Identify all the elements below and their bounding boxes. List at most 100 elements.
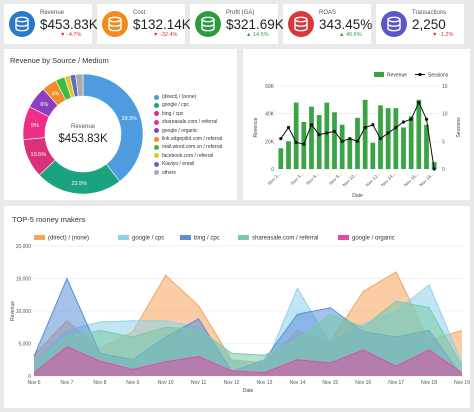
revenue-bar — [408, 116, 414, 169]
x-tick-label: Nov 9 — [126, 380, 139, 386]
donut-legend-item[interactable]: mail.wired.com.cn / referral — [154, 144, 222, 150]
sessions-point — [409, 117, 413, 121]
y-tick-label: 0 — [28, 374, 31, 380]
x-tick-label: Nov 12... — [365, 171, 382, 188]
revenue-bar — [332, 112, 337, 169]
y2-tick-label: 0 — [442, 167, 445, 173]
x-tick-label: Nov 14... — [380, 171, 397, 188]
y2-tick-label: 15 — [442, 84, 448, 90]
donut-legend-item[interactable]: google / cpc — [154, 102, 189, 108]
legend-label[interactable]: google / organic — [352, 236, 395, 242]
legend-swatch — [118, 235, 129, 240]
y2-axis-title: Sessions — [456, 117, 462, 138]
legend-label[interactable]: Sessions — [428, 73, 449, 79]
x-tick-label: Nov 7 — [60, 380, 73, 386]
y2-tick-label: 5 — [442, 139, 445, 145]
x-tick-label: Nov 16 — [355, 380, 371, 386]
kpi-value: $453.83K — [40, 16, 98, 32]
kpi-label: Cost — [133, 9, 146, 16]
kpi-card: Transactions 2,250 ▼ -1.2% — [376, 4, 464, 44]
donut-legend-item[interactable]: Klaviyo / email — [154, 161, 194, 167]
donut-legend-item[interactable]: shareasale.com / referral — [154, 119, 217, 125]
kpi-card: ROAS 343.45% ▲ 40.6% — [283, 4, 373, 44]
sessions-point — [302, 142, 306, 146]
x-tick-label: Nov 10 — [158, 380, 174, 386]
kpi-delta: ▲ 14.5% — [246, 32, 284, 39]
kpi-delta-value: 14.5% — [252, 31, 269, 38]
kpi-delta-value: 40.6% — [345, 31, 362, 38]
legend-label[interactable]: shareasale.com / referral — [252, 236, 318, 242]
x-tick-label: Nov 8... — [328, 171, 343, 186]
legend-swatch — [34, 235, 45, 240]
x-tick-label: Nov 8 — [93, 380, 106, 386]
donut-slice-label: 4% — [51, 91, 59, 97]
sessions-point — [378, 136, 383, 141]
x-tick-label: Nov 15 — [322, 380, 338, 386]
donut-legend-item[interactable]: others — [154, 170, 176, 176]
y-tick-label: 5,000 — [18, 342, 31, 348]
revenue-bar — [401, 127, 406, 169]
legend-label: google / cpc — [162, 102, 189, 109]
combo-panel: 0 20K 40K 60K 0 5 10 15 Nov 2... Nov 4... Nov 6...… — [243, 49, 470, 200]
x-tick-label: Nov 17 — [388, 380, 404, 386]
kpi-label: Revenue — [40, 9, 65, 16]
legend-label[interactable]: google / cpc — [132, 236, 164, 242]
area-panel: TOP-5 money makers 0 5,000 10,000 15,000 20,… — [4, 206, 470, 408]
area-title: TOP-5 money makers — [12, 215, 86, 224]
area-chart: 0 5,000 10,000 15,000 20,000 Nov 6 Nov 7 Nov 8 N… — [10, 235, 470, 394]
donut-center-label: Revenue — [71, 124, 96, 130]
donut-legend-item[interactable]: facebook.com / referral — [154, 153, 213, 159]
kpi-value: $321.69K — [226, 16, 284, 32]
revenue-bar — [424, 124, 429, 169]
sessions-point — [394, 125, 398, 130]
legend-marker — [418, 72, 422, 77]
legend-label: (direct) / (none) — [162, 94, 197, 100]
donut-legend-item[interactable]: link.edgepilot.com / referral — [154, 136, 222, 142]
legend-swatch — [154, 136, 159, 142]
kpi-delta: ▲ 40.6% — [339, 32, 372, 39]
x-tick-label: Nov 19 — [454, 380, 470, 386]
donut-legend-item[interactable]: google / organic — [154, 128, 198, 134]
donut-legend-item[interactable]: bing / cpc — [154, 111, 183, 117]
revenue-bar — [385, 108, 391, 169]
legend-label: mail.wired.com.cn / referral — [162, 144, 223, 151]
legend-label: others — [162, 169, 176, 176]
x-tick-label: Nov 14 — [289, 380, 305, 386]
donut-slice-label: 23.5% — [71, 181, 87, 187]
donut-slice-label: 9% — [31, 123, 39, 129]
sessions-point — [317, 133, 321, 137]
sessions-point — [286, 125, 291, 130]
legend-swatch — [154, 161, 159, 167]
kpi-value: 343.45% — [319, 16, 373, 32]
x-tick-label: Nov 6 — [27, 380, 40, 386]
sessions-point — [424, 117, 429, 121]
database-icon — [288, 11, 314, 37]
legend-swatch — [154, 102, 159, 108]
legend-swatch — [154, 94, 159, 100]
donut-legend-item[interactable]: (direct) / (none) — [154, 94, 196, 100]
donut-slice — [82, 73, 144, 182]
legend-swatch — [154, 111, 159, 117]
y-axis-title: Revenue — [10, 301, 16, 321]
revenue-bar — [278, 148, 284, 169]
sessions-point — [371, 123, 375, 127]
arrow-down-icon: ▼ — [153, 31, 160, 38]
x-axis-title: Date — [243, 388, 254, 394]
legend-label[interactable]: Revenue — [387, 73, 407, 79]
sessions-point — [348, 136, 352, 141]
arrow-down-icon: ▼ — [432, 31, 439, 38]
legend-label[interactable]: (direct) / (none) — [48, 236, 89, 242]
sessions-point — [279, 136, 283, 141]
kpi-delta: ▼ -1.2% — [432, 32, 453, 39]
legend-swatch — [154, 119, 159, 125]
sessions-point — [294, 140, 298, 145]
database-icon — [381, 11, 407, 37]
legend-swatch — [338, 235, 349, 240]
y-tick-label: 15,000 — [16, 277, 32, 283]
revenue-bar — [324, 102, 330, 169]
donut-slice-label: 10.5% — [31, 152, 47, 158]
donut-slice-label: 6% — [40, 102, 48, 108]
kpi-delta: ▼ -32.4% — [153, 32, 191, 39]
legend-label[interactable]: bing / cpc — [194, 236, 220, 242]
donut-chart: 39.5% 23.5% 10.5% 9% 6%4% Revenue $453.83K — [22, 73, 144, 195]
